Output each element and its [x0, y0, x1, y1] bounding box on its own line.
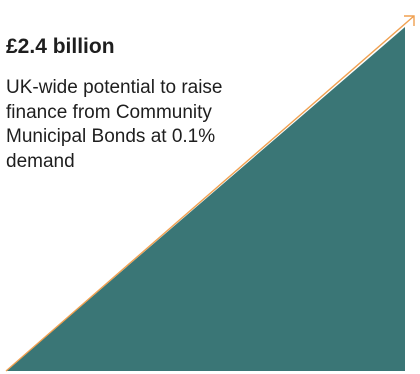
stat-description: UK-wide potential to raise finance from …: [6, 77, 223, 172]
arrow-head-icon: [404, 15, 415, 26]
stat-value: £2.4 billion: [6, 35, 115, 58]
growth-arrow-line: [5, 15, 415, 372]
